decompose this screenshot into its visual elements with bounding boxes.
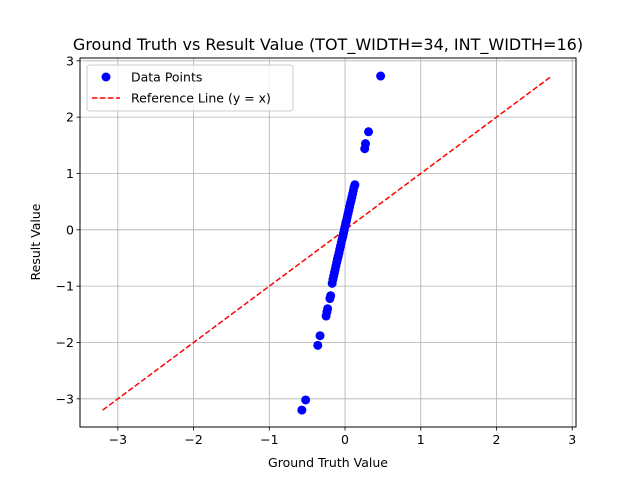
legend-label-data-points: Data Points [131,70,202,85]
data-point [350,180,360,190]
data-point [364,127,374,137]
reference-line [102,75,553,411]
y-tick-label: −1 [56,279,74,294]
data-point [326,291,336,301]
plot-frame [79,57,577,428]
x-ticks: −3 −2 −1 0 1 2 3 [109,427,576,447]
y-tick-label: 3 [66,53,74,68]
x-tick-label: −1 [260,432,278,447]
grid [80,58,576,427]
legend-label-reference-line: Reference Line (y = x) [131,91,271,106]
x-tick-label: 2 [493,432,501,447]
data-point [360,144,370,154]
y-ticks: −3 −2 −1 0 1 2 3 [56,53,80,406]
x-tick-label: 0 [341,432,349,447]
y-tick-label: 0 [66,222,74,237]
data-point [313,340,323,350]
y-tick-label: 2 [66,110,74,125]
x-axis-label: Ground Truth Value [268,455,388,470]
chart-title: Ground Truth vs Result Value (TOT_WIDTH=… [73,35,583,55]
data-point [297,405,307,415]
data-point [323,304,333,314]
y-tick-label: −2 [56,335,74,350]
legend: Data Points Reference Line (y = x) [86,64,294,112]
data-point [301,395,311,405]
y-tick-label: −3 [56,391,74,406]
y-axis-label: Result Value [28,203,43,280]
reference-line-layer [102,75,553,411]
legend-marker-data-points [101,72,111,82]
data-point [315,331,325,341]
x-tick-label: −3 [109,432,127,447]
data-point [376,71,386,81]
y-tick-label: 1 [66,166,74,181]
legend-box [86,64,294,112]
data-points-layer [297,71,386,415]
x-tick-label: 3 [568,432,576,447]
x-tick-label: 1 [417,432,425,447]
x-tick-label: −2 [184,432,202,447]
